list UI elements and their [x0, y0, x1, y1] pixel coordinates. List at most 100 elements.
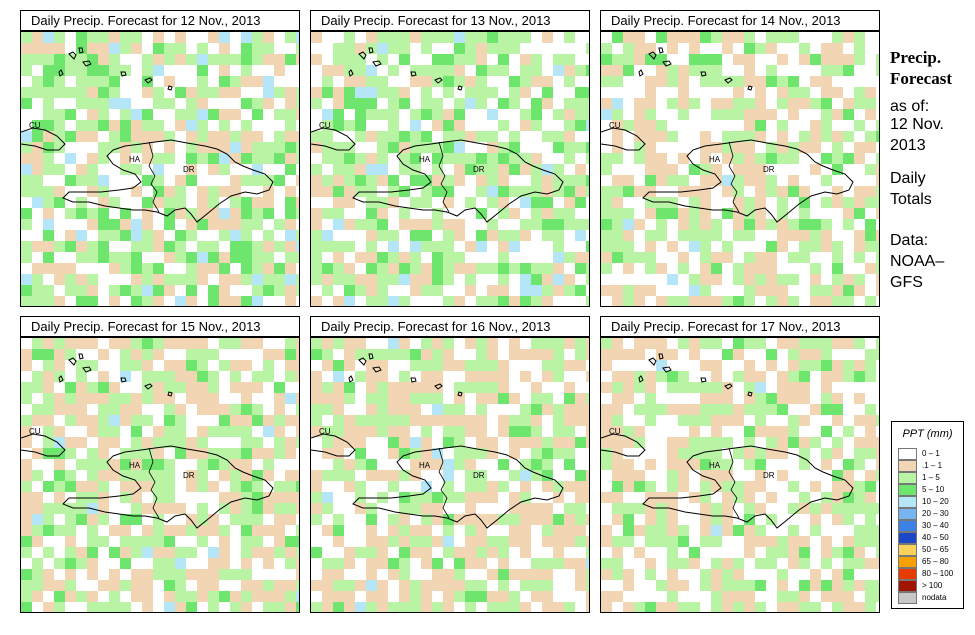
precip-cell: [832, 230, 843, 241]
precip-cell: [333, 164, 344, 175]
precip-cell: [219, 536, 230, 547]
precip-cell: [711, 536, 722, 547]
precip-cell: [766, 142, 777, 153]
precip-cell: [274, 602, 285, 612]
precip-cell: [355, 503, 366, 514]
precip-cell: [667, 470, 678, 481]
precip-cell: [689, 131, 700, 142]
precip-cell: [777, 186, 788, 197]
precip-cell: [432, 230, 443, 241]
precip-cell: [656, 580, 667, 591]
precip-cell: [322, 470, 333, 481]
precip-cell: [586, 404, 589, 415]
precip-cell: [810, 371, 821, 382]
precip-cell: [43, 459, 54, 470]
precip-cell: [164, 109, 175, 120]
precip-cell: [689, 164, 700, 175]
precip-cell: [219, 153, 230, 164]
precip-cell: [755, 120, 766, 131]
precip-cell: [810, 296, 821, 306]
precip-cell: [186, 437, 197, 448]
precip-cell: [285, 426, 296, 437]
precip-cell: [252, 186, 263, 197]
precip-cell: [164, 230, 175, 241]
precip-cell: [164, 360, 175, 371]
precip-cell: [230, 349, 241, 360]
precip-cell: [388, 241, 399, 252]
precip-cell: [656, 437, 667, 448]
precip-cell: [208, 514, 219, 525]
precip-cell: [601, 580, 612, 591]
precip-cell: [509, 164, 520, 175]
precip-cell: [766, 514, 777, 525]
precip-cell: [186, 186, 197, 197]
precip-cell: [799, 153, 810, 164]
precip-cell: [553, 32, 564, 43]
precip-cell: [744, 547, 755, 558]
precip-cell: [564, 404, 575, 415]
precip-cell: [399, 153, 410, 164]
precip-cell: [586, 208, 589, 219]
precip-cell: [432, 360, 443, 371]
label-dr: DR: [473, 165, 485, 174]
precip-cell: [656, 263, 667, 274]
precip-cell: [109, 338, 120, 349]
precip-cell: [542, 437, 553, 448]
precip-cell: [656, 142, 667, 153]
precip-cell: [186, 569, 197, 580]
precip-cell: [586, 382, 589, 393]
precip-cell: [388, 448, 399, 459]
precip-cell: [142, 415, 153, 426]
precip-cell: [854, 241, 865, 252]
precip-cell: [21, 448, 32, 459]
precip-cell: [98, 120, 109, 131]
precip-cell: [399, 503, 410, 514]
precip-cell: [241, 481, 252, 492]
precip-cell: [263, 208, 274, 219]
legend-label: > 100: [922, 581, 943, 590]
precip-cell: [531, 164, 542, 175]
precip-cell: [656, 404, 667, 415]
forecast-panel-17-nov: Daily Precip. Forecast for 17 Nov., 2013…: [600, 316, 880, 613]
precip-cell: [498, 263, 509, 274]
precip-cell: [263, 569, 274, 580]
precip-cell: [487, 360, 498, 371]
precip-cell: [865, 536, 876, 547]
precip-cell: [509, 219, 520, 230]
precip-cell: [32, 338, 43, 349]
precip-cell: [443, 547, 454, 558]
precip-cell: [865, 76, 876, 87]
precip-cell: [87, 219, 98, 230]
precip-cell: [43, 65, 54, 76]
precip-cell: [465, 131, 476, 142]
precip-cell: [296, 569, 299, 580]
label-cu: CU: [609, 121, 621, 130]
precip-cell: [43, 492, 54, 503]
precip-cell: [454, 296, 465, 306]
precip-cell: [667, 76, 678, 87]
precip-cell: [542, 448, 553, 459]
precip-cell: [788, 98, 799, 109]
precip-cell: [322, 153, 333, 164]
precip-cell: [344, 197, 355, 208]
precip-cell: [296, 514, 299, 525]
precip-cell: [832, 393, 843, 404]
precip-cell: [21, 252, 32, 263]
precip-cell: [252, 32, 263, 43]
precip-cell: [711, 547, 722, 558]
precip-cell: [65, 98, 76, 109]
precip-cell: [285, 98, 296, 109]
precip-cell: [131, 580, 142, 591]
precip-cell: [219, 470, 230, 481]
precip-cell: [876, 558, 879, 569]
precip-cell: [854, 131, 865, 142]
precip-cell: [87, 175, 98, 186]
precip-cell: [285, 241, 296, 252]
precip-cell: [285, 393, 296, 404]
precip-cell: [355, 580, 366, 591]
island-outline: [724, 383, 733, 390]
precip-cell: [263, 536, 274, 547]
precip-cell: [219, 426, 230, 437]
precip-cell: [865, 296, 876, 306]
precip-cell: [43, 43, 54, 54]
